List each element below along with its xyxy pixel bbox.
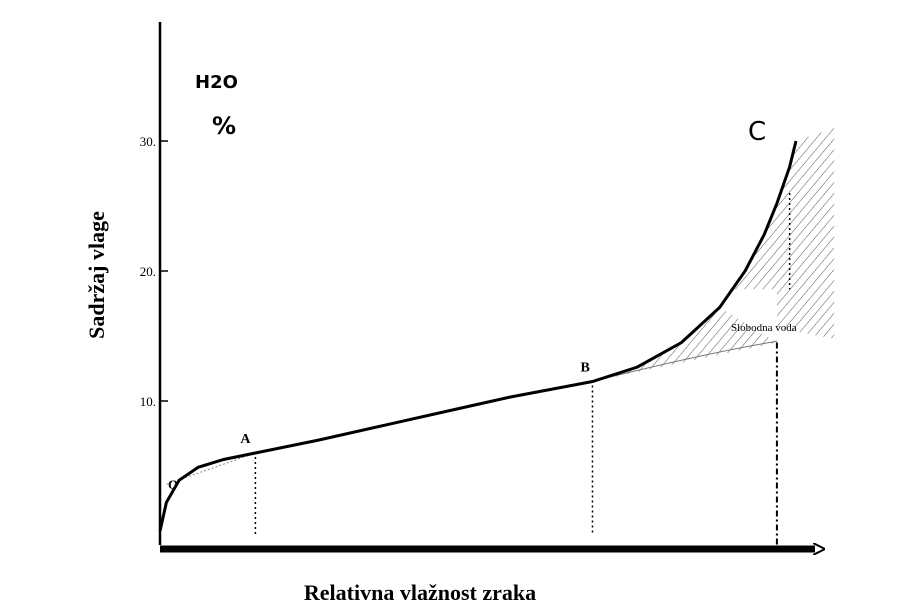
annotation-label: Slobodna voda — [731, 322, 797, 334]
y-tick-label: 20. — [140, 264, 156, 279]
hatch-region-lower — [592, 307, 777, 382]
guide-lines — [254, 193, 791, 545]
y-axis-label: Sadržaj vlage — [84, 211, 109, 339]
unit-label: H2O — [195, 72, 238, 93]
sorption-curve — [158, 140, 798, 532]
point-label-c: C — [748, 117, 766, 147]
unit-symbol: % — [212, 112, 236, 140]
y-tick-label: 30. — [140, 134, 156, 149]
x-axis-label: Relativna vlažnost zraka — [304, 580, 536, 605]
y-ticks: 30. 20. 10. — [140, 134, 168, 409]
hatch-region-right — [776, 289, 835, 339]
lower-envelope — [592, 340, 778, 382]
hatched-regions — [166, 128, 835, 485]
point-labels: O A B C — [168, 117, 766, 492]
point-label-o: O — [168, 477, 178, 492]
y-tick-label: 10. — [140, 394, 156, 409]
point-label-b: B — [580, 361, 589, 376]
point-label-a: A — [240, 432, 251, 447]
